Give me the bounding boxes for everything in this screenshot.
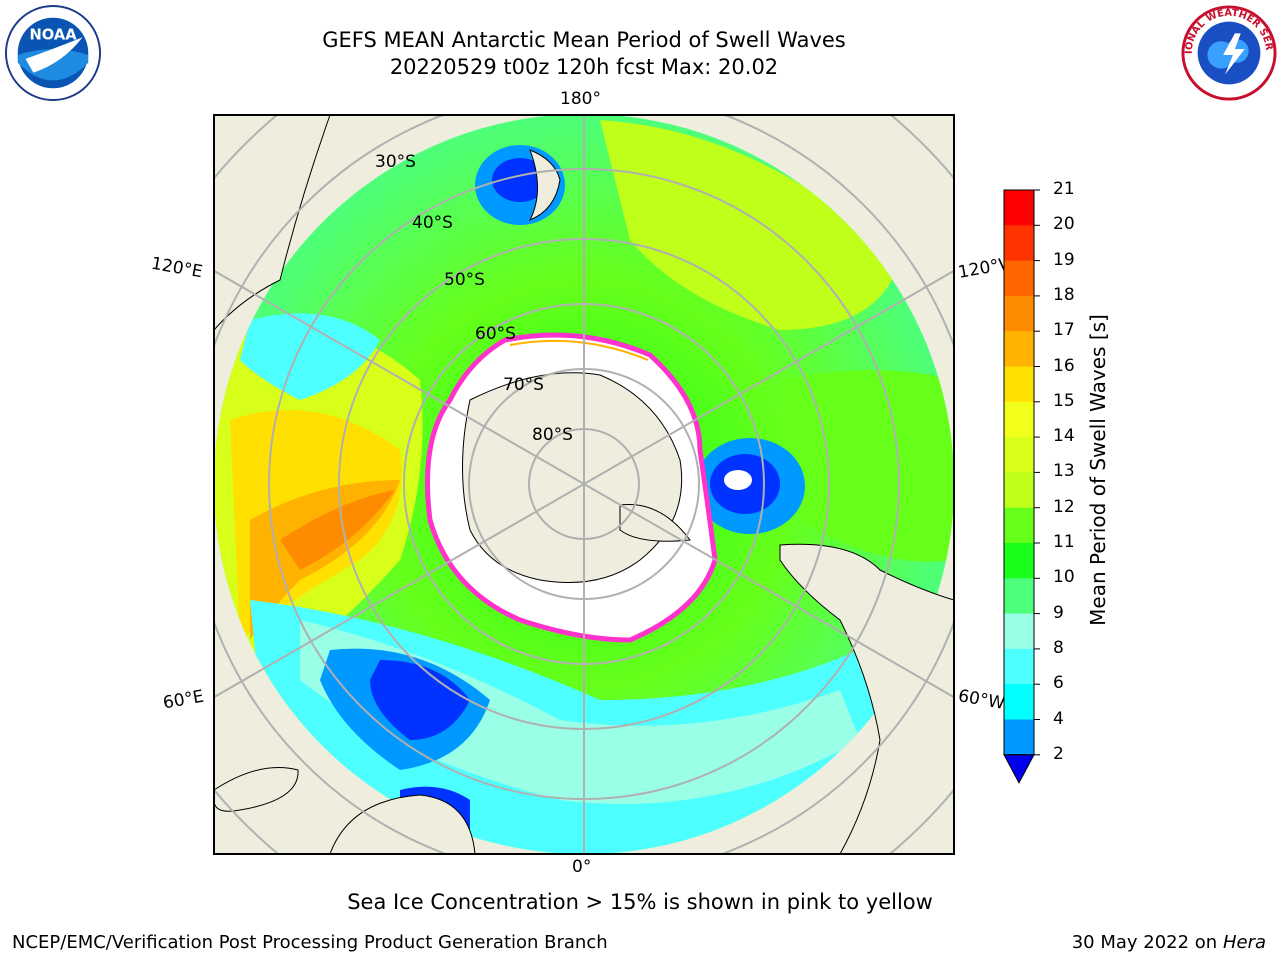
lat-label-30s: 30°S	[375, 152, 416, 172]
colorbar-bin	[1004, 225, 1034, 262]
lat-label-40s: 40°S	[412, 213, 453, 233]
noaa-logo: NOAA	[4, 4, 102, 102]
new-zealand	[528, 149, 561, 221]
colorbar-bin	[1004, 613, 1034, 650]
colorbar-bin	[1004, 366, 1034, 403]
noaa-logo-text: NOAA	[29, 26, 77, 43]
footer-credit: NCEP/EMC/Verification Post Processing Pr…	[12, 932, 608, 953]
colorbar-tick-label: 17	[1053, 320, 1075, 341]
lat-label-80s: 80°S	[532, 425, 573, 445]
colorbar-tick-label: 14	[1053, 426, 1075, 447]
chart-subtitle: 20220529 t00z 120h fcst Max: 20.02	[389, 55, 779, 79]
colorbar-bin	[1004, 260, 1034, 297]
colorbar-tick-label: 8	[1053, 637, 1064, 658]
footer-date: 30 May 2022 on Hera	[1072, 932, 1266, 953]
colorbar-bin	[1004, 543, 1034, 579]
africa	[329, 794, 476, 854]
colorbar-bin	[1004, 684, 1034, 720]
colorbar-tick-label: 9	[1053, 602, 1064, 623]
nws-logo: NATIONAL WEATHER SERVICE	[1180, 4, 1277, 101]
colorbar-bin	[1004, 190, 1034, 226]
lat-label-70s: 70°S	[503, 375, 544, 395]
colorbar-tick-label: 18	[1053, 284, 1075, 305]
colorbar	[1003, 189, 1040, 784]
colorbar-bin	[1004, 295, 1034, 332]
footer-machine: Hera	[1222, 932, 1266, 953]
chart-title: GEFS MEAN Antarctic Mean Period of Swell…	[322, 28, 846, 52]
colorbar-bin	[1004, 719, 1034, 756]
colorbar-tick-label: 12	[1053, 496, 1075, 517]
colorbar-bin	[1004, 331, 1034, 367]
colorbar-tick-label: 15	[1053, 390, 1075, 411]
colorbar-tick-label: 11	[1053, 532, 1075, 552]
colorbar-tick-label: 20	[1053, 214, 1075, 235]
colorbar-bin	[1004, 648, 1034, 685]
colorbar-tick-label: 16	[1053, 355, 1075, 376]
colorbar-bin	[1004, 507, 1034, 544]
australia	[214, 115, 331, 331]
colorbar-tick-label: 10	[1053, 567, 1075, 588]
graticule	[214, 115, 954, 854]
colorbar-bin	[1004, 472, 1034, 509]
colorbar-tick-label: 4	[1053, 708, 1064, 729]
colorbar-bin	[1004, 578, 1034, 615]
colorbar-tick-label: 13	[1053, 461, 1075, 482]
colorbar-tick-label: 21	[1053, 179, 1075, 199]
colorbar-tick-label: 6	[1053, 673, 1064, 694]
colorbar-tick-label: 19	[1053, 249, 1075, 270]
colorbar-label: Mean Period of Swell Waves [s]	[1086, 314, 1110, 626]
colorbar-bin	[1004, 437, 1034, 473]
colorbar-bin	[1004, 401, 1034, 438]
lat-label-60s: 60°S	[475, 324, 516, 344]
colorbar-extend-arrow	[1003, 754, 1035, 784]
footer-date-text: 30 May 2022 on	[1071, 932, 1218, 953]
map-frame	[213, 114, 955, 855]
lat-label-50s: 50°S	[444, 270, 485, 290]
madagascar	[214, 767, 299, 812]
lon-label-180: 180°	[560, 89, 601, 109]
lon-label-0: 0°	[572, 857, 592, 877]
south-america	[779, 543, 954, 854]
sea-ice-note: Sea Ice Concentration > 15% is shown in …	[347, 890, 933, 914]
colorbar-tick-label: 2	[1053, 743, 1064, 764]
